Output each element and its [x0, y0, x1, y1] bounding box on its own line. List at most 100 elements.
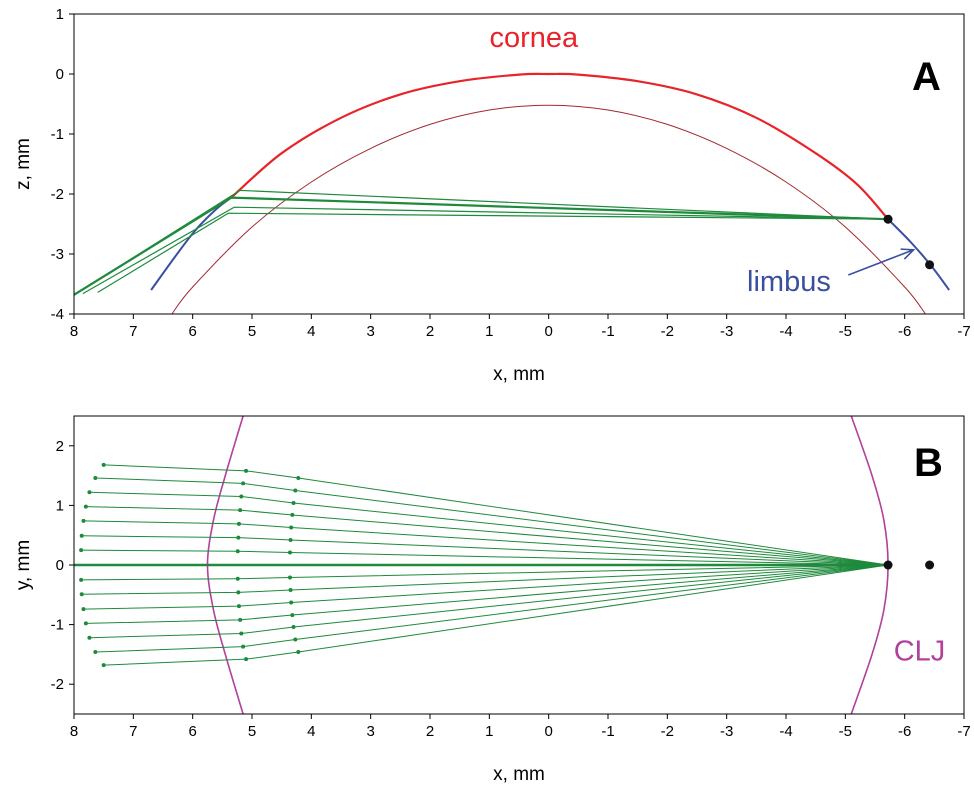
ray-vertex: [293, 488, 298, 493]
y-axis-label-a: z, mm: [13, 138, 34, 190]
x-tick-label: 5: [248, 323, 256, 340]
ray-vertex: [238, 617, 243, 622]
y-tick-label: 0: [56, 557, 64, 574]
ray-vertex: [293, 637, 298, 642]
x-tick-label: 4: [307, 723, 315, 740]
data-point: [883, 560, 893, 570]
data-point: [883, 214, 893, 224]
x-tick-label: -7: [957, 723, 970, 740]
limbus-curve-left: [150, 196, 232, 291]
annotation-label: limbus: [747, 266, 831, 298]
fan-ray: [95, 564, 889, 653]
ray-vertex: [291, 501, 296, 506]
x-tick-label: 3: [366, 323, 374, 340]
fan-ray: [85, 506, 889, 566]
ray-vertex: [235, 549, 240, 554]
ray-vertex: [289, 600, 294, 605]
x-tick-label: -5: [839, 323, 852, 340]
ray-vertex: [79, 533, 84, 538]
y-tick-label: -1: [51, 617, 64, 634]
fan-ray: [95, 477, 889, 566]
x-tick-label: -2: [661, 723, 674, 740]
fan-ray: [103, 464, 889, 566]
x-tick-label: -1: [601, 723, 614, 740]
ray-vertex: [93, 475, 98, 480]
axes-frame-a: [73, 13, 965, 315]
ray-vertex: [87, 490, 92, 495]
panel-a: 8 7 6 5 4 3 2 1 0 -1 -2 -3 -4 -5 -6 -7 1 0 -1 -2 -3 -4 cornea…: [13, 6, 971, 385]
x-tick-label: -6: [898, 723, 911, 740]
ray-vertex: [236, 590, 241, 595]
fan-ray: [83, 564, 889, 610]
x-tick-label: -1: [601, 323, 614, 340]
ray-vertex: [289, 525, 294, 530]
fan-ray: [85, 564, 889, 624]
x-axis-label-b: x, mm: [493, 764, 545, 785]
x-tick-label: -7: [957, 323, 970, 340]
y-tick-label: 1: [56, 6, 64, 23]
fan-ray: [103, 564, 889, 666]
annotations-b: CLJ: [894, 635, 946, 667]
x-tick-label: -4: [779, 323, 792, 340]
x-tick-label: 8: [70, 323, 78, 340]
ray-vertex: [93, 650, 98, 655]
x-tick-label: -4: [779, 723, 792, 740]
ticks-a: 8 7 6 5 4 3 2 1 0 -1 -2 -3 -4 -5 -6 -7 1 0 -1 -2 -3 -4: [51, 6, 971, 340]
y-tick-label: 2: [56, 438, 64, 455]
x-tick-label: 1: [485, 323, 493, 340]
ray-vertex: [236, 521, 241, 526]
fan-ray: [83, 520, 889, 566]
x-tick-label: 2: [426, 323, 434, 340]
y-tick-label: 1: [56, 497, 64, 514]
x-tick-label: 8: [70, 723, 78, 740]
y-tick-label: -3: [51, 246, 64, 263]
cornea-curve: [230, 72, 889, 220]
ray-vertex: [239, 631, 244, 636]
ray-vertex: [296, 475, 301, 480]
fan-ray: [81, 564, 889, 581]
ray-vertex: [79, 577, 84, 582]
x-tick-label: -3: [720, 323, 733, 340]
panel-label-b: B: [914, 441, 943, 485]
fan-ray: [81, 549, 889, 566]
ray-vertex: [83, 621, 88, 626]
ray-vertex: [241, 644, 246, 649]
x-tick-label: 6: [188, 723, 196, 740]
x-tick-label: 0: [544, 723, 552, 740]
ray-vertex: [81, 518, 86, 523]
fan-ray: [89, 564, 889, 639]
panel-label-a: A: [912, 55, 941, 99]
limbus-arrow: [848, 249, 914, 276]
ray-vertex: [238, 508, 243, 513]
x-tick-label: -2: [661, 323, 674, 340]
fan-ray: [81, 535, 889, 566]
annotations-a: cornea limbus: [489, 22, 916, 298]
x-tick-label: 7: [129, 323, 137, 340]
y-tick-label: -2: [51, 186, 64, 203]
ray-vertex: [236, 604, 241, 609]
ray-vertex: [79, 548, 84, 553]
x-tick-label: -6: [898, 323, 911, 340]
x-tick-label: -5: [839, 723, 852, 740]
x-tick-label: 2: [426, 723, 434, 740]
panel-b: 8 7 6 5 4 3 2 1 0 -1 -2 -3 -4 -5 -6 -7 2 1 0 -1 -2 CLJ B x, …: [13, 415, 971, 785]
ray-vertex: [239, 494, 244, 499]
inner-cornea-curve: [171, 104, 926, 314]
ray-vertex: [296, 650, 301, 655]
plot-area-a: [74, 72, 950, 314]
x-tick-label: 3: [366, 723, 374, 740]
y-tick-label: -4: [51, 306, 64, 323]
ray-vertex: [244, 657, 249, 662]
ray-vertex: [291, 624, 296, 629]
fan-ray: [89, 491, 889, 566]
limbus-curve-right: [887, 218, 950, 291]
ray-vertex: [290, 613, 295, 618]
ray-vertex: [236, 535, 241, 540]
ray-vertex: [290, 512, 295, 517]
ray-vertex: [81, 607, 86, 612]
x-tick-label: 1: [485, 723, 493, 740]
ray-vertex: [288, 537, 293, 542]
plot-area-b: [74, 416, 935, 714]
ray-vertex: [287, 550, 292, 555]
